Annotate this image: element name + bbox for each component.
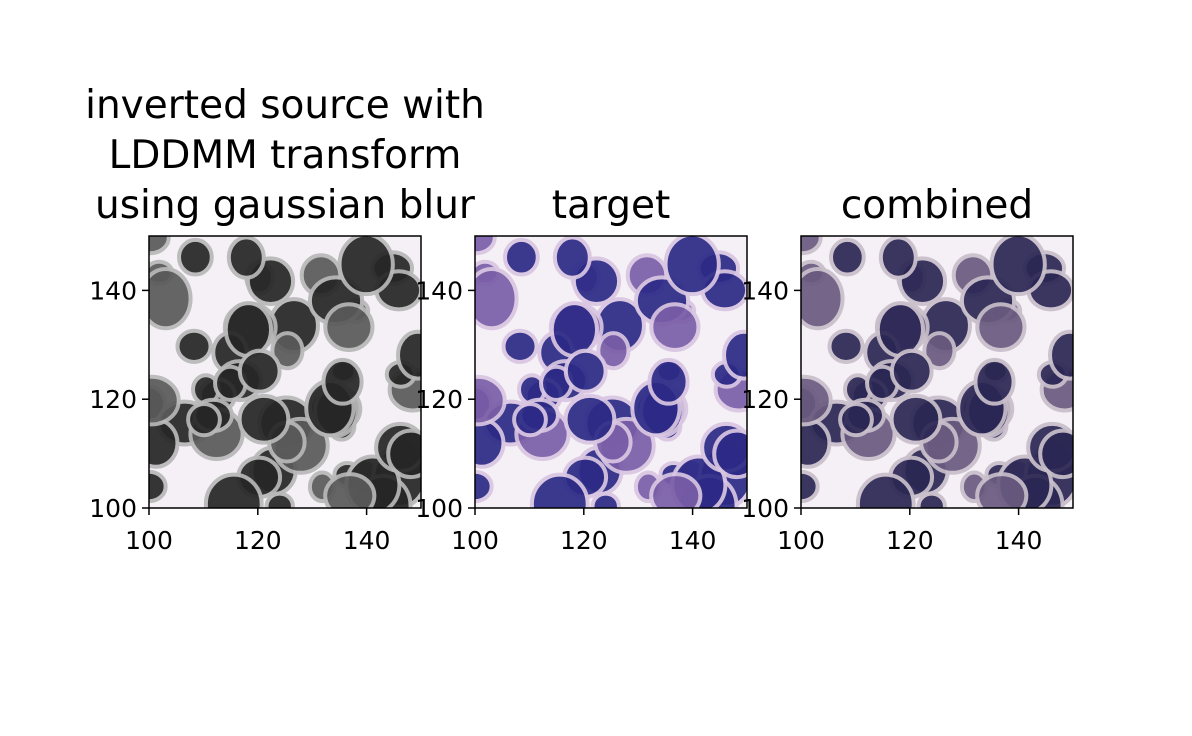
cell: [563, 348, 608, 394]
cell: [801, 266, 845, 331]
x-tick-label: 100: [777, 526, 825, 555]
chart-title: using gaussian blur: [95, 183, 476, 228]
cell: [801, 374, 833, 427]
cell: [396, 329, 421, 381]
x-tick-label: 140: [669, 526, 717, 555]
cell: [226, 236, 266, 280]
cell: [989, 236, 1047, 297]
cell: [916, 491, 947, 508]
cell: [975, 302, 1027, 353]
cell: [649, 472, 703, 508]
cell: [1038, 428, 1073, 480]
cell: [647, 357, 690, 406]
cell: [563, 393, 617, 445]
x-tick-label: 100: [451, 526, 499, 555]
cell: [712, 428, 747, 480]
image: [801, 236, 1073, 508]
y-tick-label: 120: [415, 385, 463, 414]
cell: [177, 237, 214, 277]
cell: [323, 472, 377, 508]
cell: [475, 236, 497, 256]
cell: [801, 236, 823, 256]
cell: [590, 491, 621, 508]
cell: [889, 348, 934, 394]
cell: [475, 417, 506, 469]
x-tick-label: 100: [125, 526, 173, 555]
y-tick-label: 140: [89, 276, 137, 305]
cell: [264, 491, 295, 508]
cell: [838, 401, 874, 438]
x-tick-label: 120: [886, 526, 934, 555]
cell: [1048, 329, 1073, 381]
cell: [475, 374, 507, 427]
image: [475, 236, 747, 508]
cell: [922, 331, 957, 371]
cell: [512, 401, 548, 438]
cell: [649, 302, 701, 353]
cell: [549, 301, 600, 359]
cell: [503, 237, 540, 277]
cell: [149, 417, 180, 469]
y-tick-label: 140: [741, 276, 789, 305]
cell: [237, 393, 291, 445]
cell: [875, 301, 926, 359]
cell: [973, 357, 1016, 406]
y-tick-label: 100: [741, 494, 789, 523]
cell: [237, 348, 282, 394]
cell: [203, 472, 264, 508]
cell: [270, 331, 305, 371]
cell: [889, 393, 943, 445]
y-tick-label: 120: [89, 385, 137, 414]
cell: [175, 328, 213, 364]
cell: [321, 357, 364, 406]
cell: [722, 329, 747, 381]
y-tick-label: 100: [415, 494, 463, 523]
y-tick-label: 140: [415, 276, 463, 305]
cell: [829, 237, 866, 277]
image-frame: [148, 235, 422, 509]
cell: [975, 472, 1029, 508]
cell: [552, 236, 592, 280]
cell: [475, 266, 519, 331]
cell: [501, 328, 539, 364]
cell: [596, 331, 631, 371]
image: [149, 236, 421, 508]
cell: [878, 236, 918, 280]
y-tick-label: 120: [741, 385, 789, 414]
cell: [855, 472, 916, 508]
image-frame: [474, 235, 748, 509]
x-tick-label: 140: [343, 526, 391, 555]
chart-title: target: [552, 183, 671, 228]
cell: [149, 374, 181, 427]
x-tick-label: 120: [560, 526, 608, 555]
cell: [223, 301, 274, 359]
cell: [149, 236, 171, 256]
cell: [323, 302, 375, 353]
cell: [337, 236, 395, 297]
cell: [801, 417, 832, 469]
y-tick-label: 100: [89, 494, 137, 523]
chart-title: LDDMM transform: [109, 133, 462, 178]
x-tick-label: 140: [995, 526, 1043, 555]
chart-title: inverted source with: [85, 83, 485, 128]
cell: [827, 328, 865, 364]
cell: [529, 472, 590, 508]
cell: [186, 401, 222, 438]
cell: [663, 236, 721, 297]
x-tick-label: 120: [234, 526, 282, 555]
chart-title: combined: [841, 183, 1033, 228]
image-frame: [800, 235, 1074, 509]
cell: [386, 428, 421, 480]
cell: [149, 266, 193, 331]
